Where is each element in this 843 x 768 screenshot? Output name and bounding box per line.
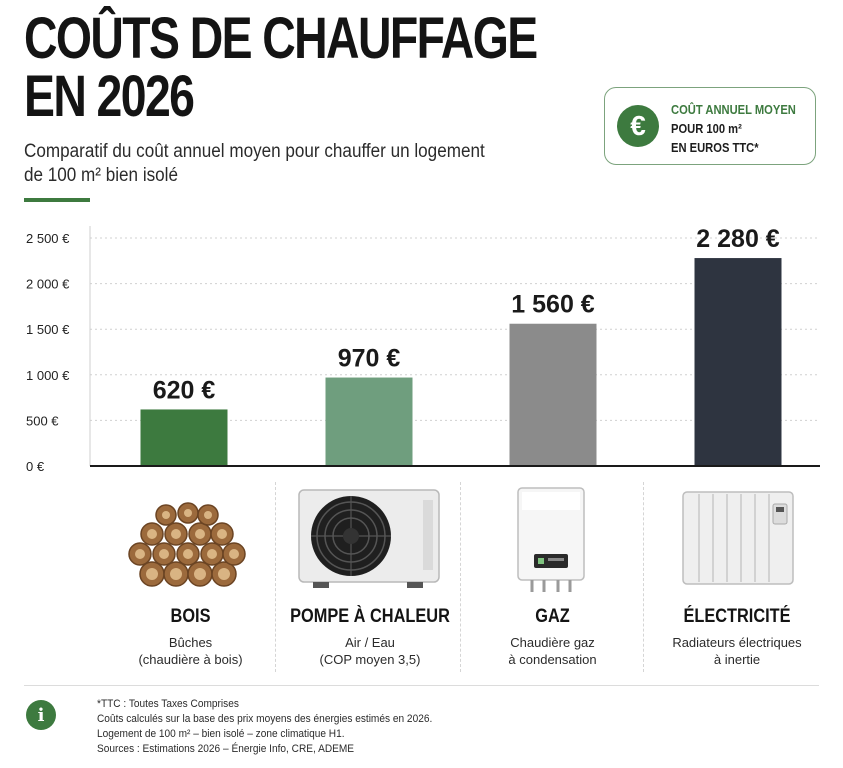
badge-line-2: POUR 100 m² [671, 121, 742, 136]
category-desc-line-2: (chaudière à bois) [138, 652, 243, 667]
bar-value-label: 620 € [153, 376, 216, 404]
category-pompe-a-chaleur: POMPE À CHALEUR Air / Eau (COP moyen 3,5… [285, 482, 455, 672]
category-desc-line-1: Radiateurs électriques [672, 635, 802, 650]
subtitle-line-2: de 100 m² bien isolé [24, 165, 178, 186]
category-description: Chaudière gaz à condensation [460, 634, 645, 668]
badge-text: COÛT ANNUEL MOYEN POUR 100 m² EN EUROS T… [671, 100, 796, 157]
y-tick-label: 2 000 € [26, 277, 70, 292]
category-description: Bûches (chaudière à bois) [88, 634, 293, 668]
page-title: COÛTS DE CHAUFFAGE EN 2026 [24, 6, 538, 129]
bar-value-label: 2 280 € [696, 225, 780, 253]
footnote-sources: Sources : Estimations 2026 – Énergie Inf… [97, 743, 355, 755]
category-desc-line-2: (COP moyen 3,5) [319, 652, 421, 667]
category-name: ÉLECTRICITÉ [683, 606, 791, 627]
footnote-ttc: *TTC : Toutes Taxes Comprises [97, 698, 239, 710]
y-tick-label: 2 500 € [26, 231, 70, 246]
bar-chart: 0 € 500 € 1 000 € 1 500 € 2 000 € 2 500 € 620 … [26, 225, 820, 474]
category-name: BOIS [170, 606, 211, 627]
title-line-2: EN 2026 [24, 64, 195, 129]
badge-line-1: COÛT ANNUEL MOYEN [671, 102, 796, 117]
firewood-icon [98, 482, 283, 594]
category-desc-line-1: Air / Eau [345, 635, 395, 650]
bar-2 [325, 377, 413, 466]
unit-badge: € COÛT ANNUEL MOYEN POUR 100 m² EN EUROS… [604, 87, 816, 165]
y-tick-label: 1 000 € [26, 368, 70, 383]
category-electricite: ÉLECTRICITÉ Radiateurs électriques à ine… [653, 482, 821, 672]
badge-line-3: EN EUROS TTC* [671, 140, 759, 155]
euro-icon: € [617, 105, 659, 147]
category-description: Air / Eau (COP moyen 3,5) [275, 634, 465, 668]
category-desc-line-1: Chaudière gaz [510, 635, 595, 650]
footnote-housing: Logement de 100 m² – bien isolé – zone c… [97, 728, 345, 740]
gas-boiler-icon [470, 482, 635, 594]
category-description: Radiateurs électriques à inertie [643, 634, 831, 668]
bar-3 [509, 323, 597, 466]
subtitle-line-1: Comparatif du coût annuel moyen pour cha… [24, 141, 485, 162]
category-name: GAZ [535, 606, 570, 627]
category-divider [460, 482, 461, 672]
bar-value-label: 970 € [338, 345, 401, 373]
bar-4 [694, 258, 782, 466]
title-accent-bar [24, 198, 90, 202]
y-tick-label: 1 500 € [26, 322, 70, 337]
footnote-method: Coûts calculés sur la base des prix moye… [97, 713, 433, 725]
info-icon: i [26, 700, 56, 730]
category-gaz: GAZ Chaudière gaz à condensation [470, 482, 635, 672]
title-line-1: COÛTS DE CHAUFFAGE [24, 6, 538, 71]
category-name: POMPE À CHALEUR [290, 606, 450, 627]
bar-value-label: 1 560 € [511, 291, 595, 319]
footer-divider [24, 685, 819, 686]
heat-pump-icon [285, 482, 455, 594]
y-tick-label: 500 € [26, 413, 59, 428]
category-divider [643, 482, 644, 672]
category-desc-line-2: à condensation [508, 652, 597, 667]
category-desc-line-1: Bûches [168, 635, 213, 650]
category-desc-line-2: à inertie [713, 652, 761, 667]
bar-1 [140, 409, 228, 466]
page-subtitle: Comparatif du coût annuel moyen pour cha… [24, 140, 492, 188]
category-divider [275, 482, 276, 672]
category-bois: BOIS Bûches (chaudière à bois) [98, 482, 283, 672]
y-tick-label: 0 € [26, 459, 45, 474]
electric-radiator-icon [653, 482, 821, 594]
footer-notes: *TTC : Toutes Taxes Comprises Coûts calc… [97, 697, 432, 757]
